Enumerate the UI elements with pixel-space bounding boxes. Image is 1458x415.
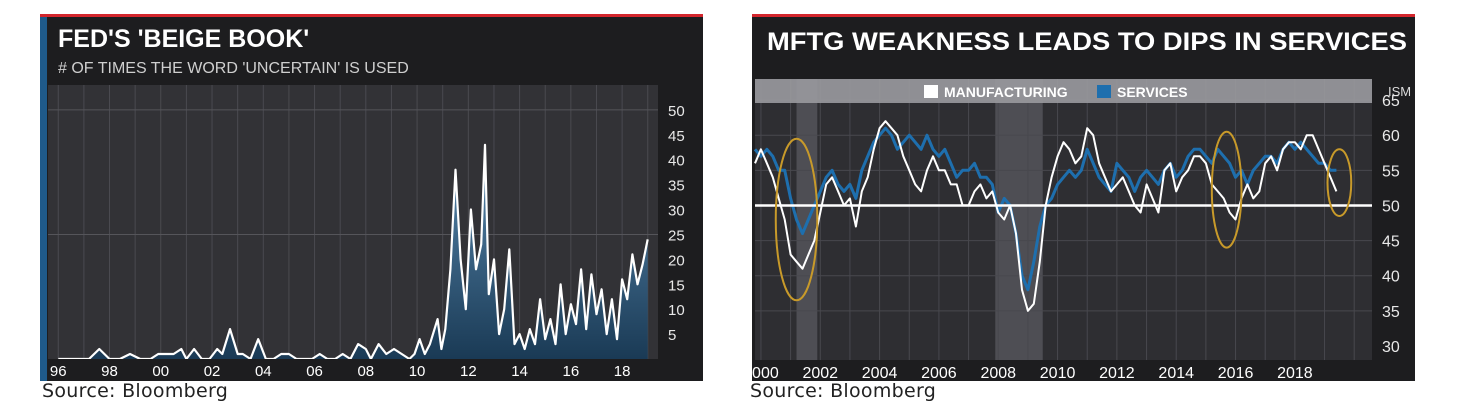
ism-chart-panel: MANUFACTURING SERVICES ISM 30 35 40 45 50 55 60 65… (752, 14, 1415, 381)
left-accent-bar-bottom (40, 359, 47, 381)
x-tick-label: 14 (511, 363, 528, 380)
chart-title: FED'S 'BEIGE BOOK' (58, 25, 309, 53)
y-tick-label: 50 (668, 103, 685, 120)
x-tick-label: 2004 (862, 365, 898, 381)
x-tick-label: 2000 (752, 365, 779, 381)
x-tick-label: 98 (101, 363, 118, 380)
legend-band (755, 79, 1402, 103)
y-tick-label: 15 (668, 277, 685, 294)
left-accent-bar (40, 17, 47, 381)
y-tick-label: 30 (1382, 339, 1400, 356)
area-fill (58, 144, 648, 359)
legend-label-manufacturing: MANUFACTURING (944, 84, 1068, 100)
y-tick-label: 35 (668, 178, 685, 195)
y-tick-label: 5 (668, 327, 676, 344)
y-axis-label: ISM (1388, 84, 1411, 99)
y-tick-label: 60 (1382, 128, 1400, 145)
x-tick-label: 10 (409, 363, 426, 380)
y-tick-label: 30 (668, 203, 685, 220)
x-tick-label: 2014 (1158, 365, 1194, 381)
y-tick-label: 45 (668, 128, 685, 145)
x-axis-band (752, 360, 1415, 381)
x-tick-label: 04 (255, 363, 272, 380)
chart-title: MFTG WEAKNESS LEADS TO DIPS IN SERVICES (767, 28, 1407, 56)
y-tick-label: 45 (1382, 234, 1400, 251)
y-tick-label: 25 (668, 227, 685, 244)
y-axis-band (1372, 71, 1415, 360)
x-tick-label: 96 (50, 363, 67, 380)
legend-swatch-manufacturing (924, 85, 938, 98)
x-tick-label: 02 (204, 363, 221, 380)
plot-area (48, 85, 658, 359)
plot-area (755, 79, 1372, 360)
x-tick-label: 2008 (980, 365, 1016, 381)
chart-subtitle: # OF TIMES THE WORD 'UNCERTAIN' IS USED (58, 60, 409, 77)
x-tick-label: 2006 (921, 365, 957, 381)
y-tick-label: 65 (1382, 93, 1400, 110)
legend-label-services: SERVICES (1117, 84, 1188, 100)
x-tick-label: 16 (563, 363, 580, 380)
y-tick-label: 50 (1382, 198, 1400, 215)
x-tick-label: 2002 (802, 365, 838, 381)
y-tick-label: 40 (668, 153, 685, 170)
x-tick-label: 2016 (1218, 365, 1254, 381)
highlight-circle (774, 137, 819, 302)
x-tick-label: 00 (152, 363, 169, 380)
y-tick-label: 10 (668, 302, 685, 319)
x-tick-label: 08 (357, 363, 374, 380)
x-tick-label: 12 (460, 363, 477, 380)
highlight-circle (1326, 148, 1353, 217)
x-axis-band (40, 359, 703, 381)
x-tick-label: 18 (614, 363, 631, 380)
right-source-note: Source: Bloomberg (750, 380, 937, 402)
y-tick-label: 20 (668, 252, 685, 269)
x-tick-label: 2012 (1099, 365, 1135, 381)
y-tick-label: 35 (1382, 304, 1400, 321)
recession-shading (995, 79, 1043, 360)
y-tick-label: 55 (1382, 163, 1400, 180)
beige-book-chart-panel: 5 10 15 20 25 30 35 40 45 50 96 98 00 02 04 06 08 10 12 14 1… (40, 14, 703, 381)
y-tick-label: 40 (1382, 269, 1400, 286)
legend-swatch-services (1097, 85, 1111, 98)
beige-book-chart: 5 10 15 20 25 30 35 40 45 50 96 98 00 02 04 06 08 10 12 14 1… (40, 17, 703, 381)
x-tick-label: 2010 (1040, 365, 1076, 381)
left-source-note: Source: Bloomberg (42, 380, 229, 402)
ism-chart: MANUFACTURING SERVICES ISM 30 35 40 45 50 55 60 65… (752, 28, 1415, 381)
highlight-circle (1210, 130, 1243, 249)
x-tick-label: 06 (306, 363, 323, 380)
x-tick-label: 2018 (1277, 365, 1313, 381)
